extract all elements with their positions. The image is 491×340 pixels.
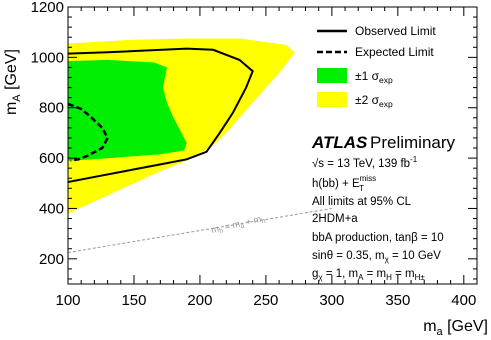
x-axis-ticks: 100 150 200 250 300 350 400 [55,7,476,309]
legend-1sigma-label: ±1 σexp [355,69,393,85]
legend-2sigma-swatch [317,92,347,107]
atlas-label: ATLAS [311,133,368,152]
legend-observed-label: Observed Limit [355,24,436,38]
legend-1sigma-swatch [317,68,347,83]
x-tick-label: 350 [385,292,410,309]
diagonal-kinematic-line [68,207,332,254]
y-axis-ticks: 200 400 600 800 1000 1200 [31,0,477,280]
annotation-block: ATLAS Preliminary √s = 13 TeV, 139 fb-1 … [311,133,456,282]
x-tick-label: 300 [319,292,344,309]
annotation-energy-lumi: √s = 13 TeV, 139 fb-1 [312,155,418,170]
annotation-signature: h(bb) + Emiss T [312,174,376,193]
annotation-model: 2HDM+a [312,213,358,225]
plot-frame [67,6,478,285]
y-axis-label: mA [GeV] [3,49,23,115]
annotation-cl: All limits at 95% CL [312,196,412,208]
x-axis-label: ma [GeV] [423,318,488,338]
y-tick-label: 1000 [31,49,64,66]
legend: Observed Limit Expected Limit ±1 σexp ±2… [317,24,436,109]
diagonal-label: mh = ma + mh [210,213,266,237]
preliminary-label: Preliminary [370,133,456,152]
legend-2sigma-label: ±2 σexp [355,93,393,109]
annotation-mixing: sinθ = 0.35, mχ = 10 GeV [312,250,441,264]
x-tick-label: 250 [253,292,278,309]
y-tick-label: 1200 [31,0,64,16]
expected-limit-curve [68,102,110,162]
annotation-couplings: gχ = 1, mA = mH = mH± [312,268,425,282]
observed-limit-curve [68,47,254,183]
annotation-production: bbA production, tanβ = 10 [312,232,444,244]
x-tick-label: 200 [187,292,212,309]
y-tick-label: 600 [39,150,64,167]
x-tick-label: 150 [121,292,146,309]
x-tick-label: 400 [451,292,476,309]
x-tick-label: 100 [55,292,80,309]
svg-text:mh = ma + mh: mh = ma + mh [210,213,266,237]
band-1sigma-area [68,59,187,161]
y-tick-label: 400 [39,200,64,217]
y-tick-label: 200 [39,251,64,268]
legend-expected-label: Expected Limit [355,45,434,59]
y-tick-label: 800 [39,100,64,117]
